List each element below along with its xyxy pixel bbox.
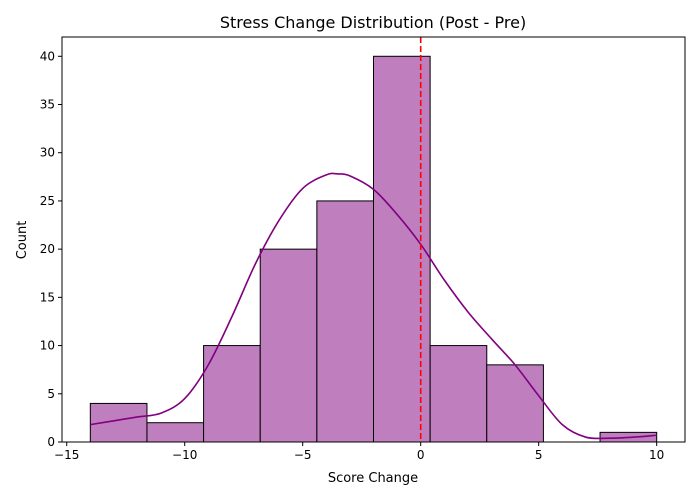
y-tick-label: 10 [40, 339, 55, 353]
histogram-bar-2 [203, 345, 261, 443]
y-tick-label: 20 [40, 242, 55, 256]
y-tick-label: 40 [40, 49, 55, 63]
y-tick-label: 25 [40, 194, 55, 208]
histogram-bar-6 [429, 345, 488, 443]
x-tick-label: −5 [294, 448, 312, 462]
y-tick-label: 0 [47, 435, 55, 449]
y-tick-label: 30 [40, 146, 55, 160]
x-tick-label: 0 [417, 448, 425, 462]
y-tick-label: 15 [40, 290, 55, 304]
y-tick-label: 5 [47, 387, 55, 401]
x-axis-label: Score Change [328, 471, 418, 486]
y-axis: 0 5 10 15 20 25 30 35 40 [40, 49, 62, 449]
y-tick-label: 35 [40, 98, 55, 112]
chart-title: Stress Change Distribution (Post - Pre) [220, 13, 526, 32]
histogram-bar-5 [373, 55, 431, 443]
x-tick-label: −15 [54, 448, 79, 462]
x-tick-label: −10 [172, 448, 197, 462]
histogram-bar-4 [316, 200, 375, 443]
kde-curve [90, 172, 657, 440]
plot-frame [61, 36, 686, 443]
x-tick-label: 10 [649, 448, 664, 462]
histogram-bar-7 [486, 364, 544, 443]
histogram-bar-3 [259, 248, 318, 443]
y-axis-label: Count [15, 221, 30, 260]
x-tick-label: 5 [535, 448, 543, 462]
bars-layer [89, 55, 658, 443]
histogram-bar-1 [146, 422, 205, 443]
kde-layer [90, 172, 657, 440]
x-axis: −15 −10 −5 0 5 10 [54, 442, 664, 462]
